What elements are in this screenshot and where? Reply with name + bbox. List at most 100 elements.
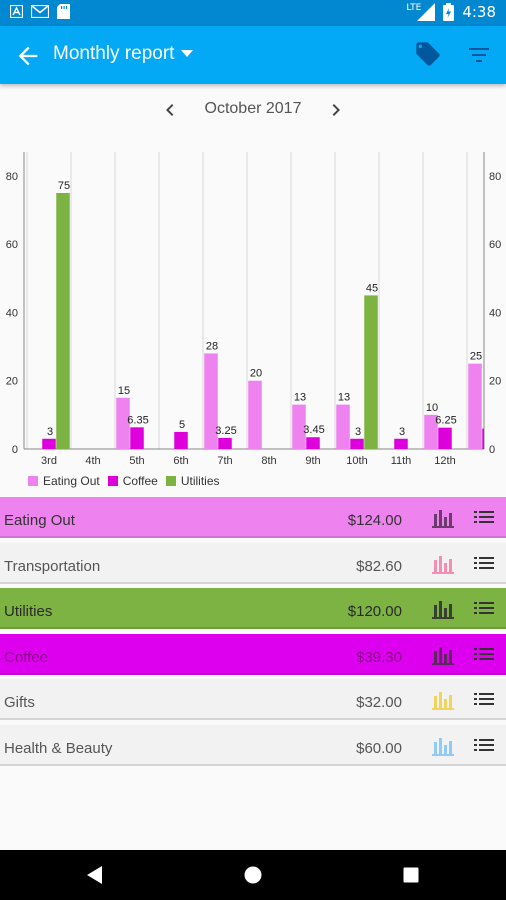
- chevron-right-icon[interactable]: [324, 98, 348, 122]
- bar-eating-out: [204, 353, 218, 449]
- category-name: Eating Out: [4, 512, 75, 529]
- x-tick-label: 11th: [391, 455, 412, 467]
- category-amount: $124.00: [347, 512, 402, 529]
- category-row-health-beauty[interactable]: Health & Beauty $60.00: [0, 724, 506, 766]
- list-icon[interactable]: [474, 646, 494, 662]
- month-navigator: October 2017: [0, 84, 506, 136]
- bar-eating-out: [468, 363, 482, 449]
- bar-coffee: [306, 437, 320, 449]
- x-tick-label: 5th: [129, 455, 144, 467]
- data-label: 3: [47, 426, 53, 438]
- data-label: 15: [118, 385, 130, 397]
- back-arrow-icon[interactable]: [14, 42, 42, 70]
- page-title[interactable]: Monthly report: [53, 43, 175, 64]
- list-icon[interactable]: [474, 691, 494, 707]
- battery-icon: [443, 3, 455, 21]
- network-label: LTE: [406, 3, 422, 13]
- legend-label: Eating Out: [43, 474, 100, 488]
- x-tick-label: 3rd: [41, 455, 57, 467]
- data-label: 3: [355, 426, 361, 438]
- chart-legend: Eating Out Coffee Utilities: [28, 474, 220, 488]
- data-label: 10: [426, 402, 438, 414]
- legend-item-coffee: Coffee: [107, 474, 158, 488]
- category-name: Utilities: [4, 603, 53, 620]
- bar-coffee: [218, 437, 232, 449]
- list-icon[interactable]: [474, 737, 494, 753]
- filter-icon[interactable]: [467, 43, 491, 67]
- signal-icon: [417, 3, 436, 21]
- recents-square-icon[interactable]: [400, 864, 422, 886]
- y-tick-label-left: 40: [6, 307, 18, 319]
- category-amount: $39.30: [356, 648, 402, 666]
- data-label: 20: [250, 368, 262, 380]
- list-icon[interactable]: [474, 509, 494, 525]
- bar-chart-icon[interactable]: [432, 645, 454, 665]
- bar-chart-icon[interactable]: [432, 554, 454, 574]
- category-row-transportation[interactable]: Transportation $82.60: [0, 542, 506, 584]
- chevron-left-icon[interactable]: [158, 98, 182, 122]
- data-label: 3.25: [215, 425, 236, 437]
- dropdown-caret-icon[interactable]: [181, 50, 193, 58]
- list-icon[interactable]: [474, 600, 494, 616]
- legend-swatch: [28, 476, 38, 486]
- home-circle-icon[interactable]: [242, 864, 264, 886]
- gmail-icon: [31, 5, 49, 18]
- y-tick-label-right: 0: [489, 444, 495, 456]
- bar-eating-out: [424, 414, 438, 449]
- app-bar: Monthly report: [0, 26, 506, 84]
- category-row-utilities[interactable]: Utilities $120.00: [0, 588, 506, 629]
- bar-chart-icon[interactable]: [432, 690, 454, 710]
- x-tick-label: 6th: [173, 455, 188, 467]
- bar-chart-icon[interactable]: [432, 599, 454, 619]
- list-icon[interactable]: [474, 555, 494, 571]
- bar-chart-icon[interactable]: [432, 508, 454, 528]
- legend-item-utilities: Utilities: [165, 474, 220, 488]
- legend-item-eating-out: Eating Out: [28, 474, 100, 488]
- y-tick-label-right: 40: [489, 307, 501, 319]
- category-name: Gifts: [4, 694, 35, 711]
- tag-icon[interactable]: [414, 40, 442, 68]
- category-name: Coffee: [4, 648, 48, 666]
- a-app-icon: [10, 5, 23, 18]
- y-tick-label-left: 60: [6, 239, 18, 251]
- category-name: Transportation: [4, 557, 101, 575]
- status-bar: LTE 4:38: [0, 0, 506, 26]
- bar-eating-out: [248, 380, 262, 449]
- y-tick-label-right: 20: [489, 376, 501, 388]
- spending-bar-chart[interactable]: 0 0 20 20 40 40 60 60 80 80 3 75 3rd 4th 15 6.35 5th 5 6th…: [0, 136, 506, 496]
- x-tick-label: 4th: [85, 455, 100, 467]
- bar-coffee: [438, 427, 452, 449]
- data-label: 3.45: [303, 424, 324, 436]
- x-tick-label: 10th: [346, 455, 367, 467]
- bar-coffee: [482, 428, 484, 449]
- bar-coffee: [174, 431, 188, 449]
- bar-chart-icon[interactable]: [432, 736, 454, 756]
- y-tick-label-right: 80: [489, 171, 501, 183]
- data-label: 6.35: [127, 414, 148, 426]
- category-name: Health & Beauty: [4, 739, 113, 757]
- data-label: 13: [338, 392, 350, 404]
- bar-eating-out: [336, 404, 350, 449]
- category-amount: $60.00: [356, 739, 402, 757]
- data-label: 75: [58, 180, 70, 192]
- category-row-coffee[interactable]: Coffee $39.30: [0, 633, 506, 675]
- y-tick-label-left: 20: [6, 376, 18, 388]
- legend-label: Coffee: [122, 474, 158, 488]
- bar-coffee: [350, 438, 364, 449]
- category-row-gifts[interactable]: Gifts $32.00: [0, 679, 506, 720]
- x-tick-label: 8th: [261, 455, 276, 467]
- legend-swatch: [107, 476, 118, 486]
- category-amount: $82.60: [356, 557, 402, 575]
- bar-coffee: [42, 438, 56, 449]
- back-triangle-icon[interactable]: [84, 864, 106, 886]
- x-tick-label: 9th: [305, 455, 320, 467]
- clock: 4:38: [462, 3, 496, 21]
- data-label: 28: [206, 340, 218, 352]
- legend-swatch: [165, 476, 176, 486]
- data-label: 25: [470, 351, 482, 363]
- category-row-eating-out[interactable]: Eating Out $124.00: [0, 497, 506, 538]
- bar-coffee: [394, 438, 408, 449]
- bar-utilities: [56, 192, 70, 449]
- category-amount: $120.00: [347, 603, 402, 620]
- data-label: 3: [399, 426, 405, 438]
